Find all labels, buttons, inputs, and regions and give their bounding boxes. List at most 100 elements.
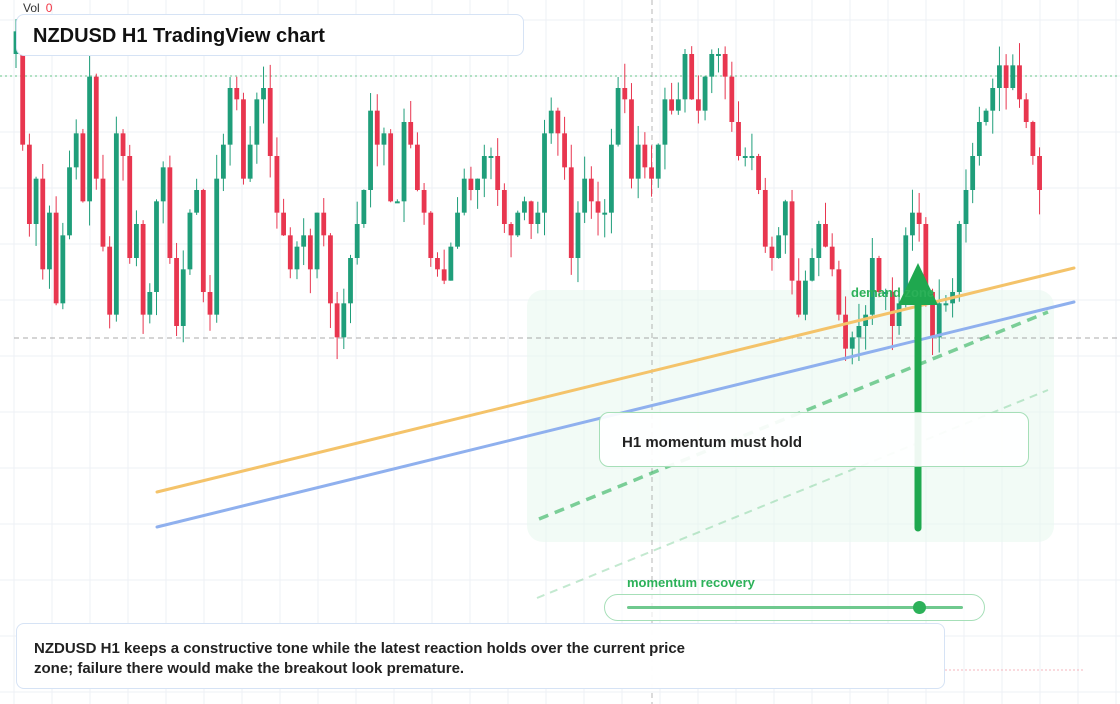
candle-down[interactable]: [1017, 65, 1022, 100]
candle-up[interactable]: [160, 167, 166, 202]
candle-up[interactable]: [147, 292, 153, 315]
candle-down[interactable]: [568, 167, 574, 258]
candle-down[interactable]: [843, 314, 848, 349]
candle-up[interactable]: [910, 212, 915, 236]
up-arrow-icon[interactable]: [898, 263, 938, 305]
candle-down[interactable]: [595, 201, 601, 213]
candle-up[interactable]: [956, 224, 962, 292]
candle-up[interactable]: [194, 190, 200, 213]
candle-up[interactable]: [542, 133, 547, 213]
candle-up[interactable]: [67, 167, 72, 236]
candle-up[interactable]: [615, 88, 621, 145]
candle-down[interactable]: [562, 133, 567, 168]
candle-up[interactable]: [602, 212, 608, 215]
candle-down[interactable]: [1023, 99, 1029, 122]
candle-down[interactable]: [100, 178, 106, 247]
candle-down[interactable]: [167, 167, 173, 258]
candle-down[interactable]: [836, 269, 842, 315]
candle-up[interactable]: [809, 258, 815, 281]
candle-up[interactable]: [990, 88, 996, 111]
candle-up[interactable]: [294, 246, 300, 270]
candle-up[interactable]: [515, 212, 521, 236]
candle-down[interactable]: [93, 76, 99, 179]
candle-up[interactable]: [361, 190, 367, 224]
candle-down[interactable]: [762, 190, 768, 247]
candle-up[interactable]: [803, 280, 808, 315]
candle-up[interactable]: [488, 156, 494, 158]
candle-down[interactable]: [823, 224, 828, 247]
candle-down[interactable]: [796, 280, 802, 315]
candle-down[interactable]: [930, 292, 935, 338]
candle-up[interactable]: [970, 156, 976, 190]
candle-down[interactable]: [174, 258, 179, 326]
candle-down[interactable]: [20, 31, 26, 145]
candle-down[interactable]: [40, 178, 46, 270]
candle-down[interactable]: [107, 246, 113, 315]
candle-down[interactable]: [923, 224, 929, 292]
candle-down[interactable]: [140, 224, 146, 315]
candle-up[interactable]: [702, 76, 708, 111]
candle-up[interactable]: [582, 178, 588, 213]
candle-down[interactable]: [241, 99, 246, 179]
candle-down[interactable]: [729, 76, 735, 122]
momentum-knob[interactable]: [912, 601, 926, 614]
candle-down[interactable]: [622, 88, 628, 100]
candle-up[interactable]: [214, 178, 220, 315]
candle-down[interactable]: [80, 133, 86, 202]
candle-up[interactable]: [154, 201, 159, 292]
candle-up[interactable]: [341, 303, 347, 338]
candle-up[interactable]: [261, 88, 266, 100]
candle-down[interactable]: [388, 133, 394, 202]
candle-down[interactable]: [588, 178, 594, 202]
candle-down[interactable]: [408, 122, 414, 145]
candle-up[interactable]: [394, 201, 400, 204]
candle-up[interactable]: [936, 303, 942, 338]
momentum-callout[interactable]: H1 momentum must hold: [599, 412, 1029, 467]
candle-up[interactable]: [348, 258, 353, 304]
candle-down[interactable]: [421, 190, 427, 213]
candle-up[interactable]: [522, 201, 527, 213]
candle-up[interactable]: [903, 235, 909, 304]
candle-up[interactable]: [254, 99, 260, 145]
candle-down[interactable]: [736, 122, 741, 156]
candle-up[interactable]: [662, 99, 668, 145]
candle-up[interactable]: [856, 326, 862, 338]
candle-down[interactable]: [428, 212, 434, 258]
candle-up[interactable]: [368, 110, 373, 190]
candle-up[interactable]: [314, 212, 320, 270]
candle-down[interactable]: [1003, 65, 1009, 88]
candle-down[interactable]: [415, 144, 420, 190]
candle-up[interactable]: [33, 178, 39, 224]
candle-up[interactable]: [481, 156, 487, 179]
candle-up[interactable]: [997, 65, 1002, 88]
candle-down[interactable]: [321, 212, 327, 236]
projection-faint-line[interactable]: [536, 389, 1049, 599]
candle-up[interactable]: [816, 224, 822, 258]
candle-down[interactable]: [508, 224, 514, 236]
candle-down[interactable]: [829, 246, 835, 270]
candle-up[interactable]: [1010, 65, 1016, 88]
candle-up[interactable]: [47, 212, 52, 270]
candle-down[interactable]: [207, 292, 213, 315]
candle-up[interactable]: [475, 178, 481, 190]
candle-up[interactable]: [180, 269, 186, 326]
candle-up[interactable]: [742, 156, 748, 158]
candle-down[interactable]: [274, 156, 280, 213]
candle-up[interactable]: [749, 156, 755, 158]
candle-up[interactable]: [354, 224, 360, 258]
candle-up[interactable]: [943, 303, 949, 306]
candle-up[interactable]: [535, 212, 541, 224]
candle-down[interactable]: [555, 110, 561, 134]
candle-down[interactable]: [629, 99, 634, 179]
candle-up[interactable]: [849, 337, 855, 349]
candle-up[interactable]: [675, 99, 681, 111]
momentum-slider[interactable]: [604, 594, 985, 621]
candle-up[interactable]: [883, 292, 889, 294]
candle-up[interactable]: [983, 110, 989, 122]
candle-up[interactable]: [220, 144, 226, 179]
candle-down[interactable]: [267, 88, 273, 156]
candle-down[interactable]: [1030, 122, 1036, 156]
candle-up[interactable]: [782, 201, 788, 236]
candle-down[interactable]: [441, 269, 447, 281]
candle-down[interactable]: [689, 54, 695, 100]
